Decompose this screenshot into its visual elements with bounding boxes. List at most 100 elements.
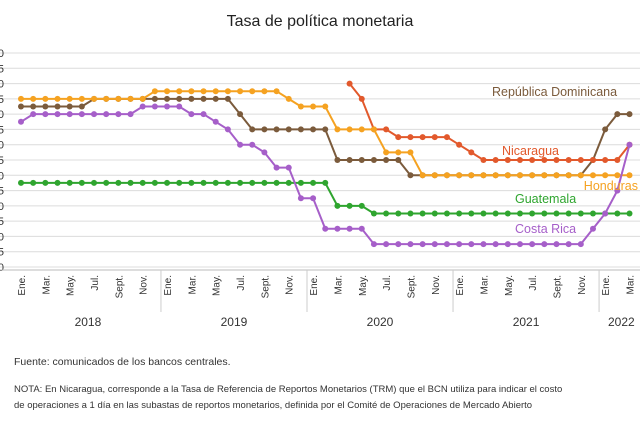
x-tick-label: Jul. — [382, 275, 393, 291]
x-tick-label: Nov. — [285, 275, 296, 295]
note: NOTA: En Nicaragua, corresponde a la Tas… — [14, 384, 562, 395]
point — [285, 95, 292, 102]
point — [261, 126, 268, 133]
point — [91, 111, 98, 118]
point — [589, 225, 596, 232]
point — [370, 157, 377, 163]
point — [212, 95, 219, 102]
point — [346, 126, 353, 133]
point — [273, 88, 280, 95]
point — [602, 210, 609, 217]
point — [334, 202, 341, 209]
point — [54, 111, 61, 118]
point — [78, 111, 85, 118]
point — [139, 179, 146, 186]
point — [346, 202, 353, 209]
point — [504, 210, 511, 217]
point — [176, 103, 183, 110]
point — [504, 241, 511, 248]
point — [212, 179, 219, 186]
x-tick-label: Nov. — [139, 275, 150, 295]
point — [614, 210, 621, 217]
series-label: República Dominicana — [492, 85, 617, 99]
point — [395, 149, 402, 156]
point — [358, 202, 365, 209]
series-label: Guatemala — [515, 192, 576, 206]
point — [541, 241, 548, 248]
point — [419, 241, 426, 248]
point — [529, 210, 536, 217]
point — [553, 210, 560, 217]
point — [91, 95, 98, 102]
year-label: 2018 — [75, 315, 102, 329]
series-label: Honduras — [584, 179, 638, 193]
point — [176, 179, 183, 186]
x-tick-label: Ene. — [455, 275, 466, 296]
point — [273, 126, 280, 133]
point — [492, 210, 499, 217]
point — [553, 241, 560, 248]
x-tick-label: Sept. — [114, 275, 125, 298]
x-tick-label: Sept. — [406, 275, 417, 298]
point — [419, 134, 426, 141]
y-tick-label: 7.0 — [0, 48, 4, 60]
point — [443, 210, 450, 217]
point — [322, 179, 329, 186]
point — [91, 179, 98, 186]
series-line — [21, 97, 630, 177]
point — [395, 134, 402, 141]
point — [407, 241, 414, 248]
point — [541, 210, 548, 217]
point — [395, 210, 402, 217]
y-tick-label: 1.0 — [0, 231, 4, 243]
point — [188, 111, 195, 118]
point — [456, 241, 463, 248]
point — [407, 210, 414, 217]
point — [492, 157, 499, 163]
point — [164, 95, 171, 102]
point — [589, 157, 596, 163]
x-tick-label: Mar. — [626, 275, 637, 294]
point — [456, 172, 463, 179]
point — [285, 179, 292, 186]
y-tick-label: 3.0 — [0, 170, 4, 182]
x-tick-label: May. — [504, 275, 515, 296]
point — [78, 95, 85, 102]
point — [492, 172, 499, 179]
point — [370, 126, 377, 133]
point — [78, 179, 85, 186]
point — [346, 80, 353, 87]
point — [30, 103, 37, 110]
point — [443, 172, 450, 179]
point — [30, 95, 37, 102]
x-tick-label: Nov. — [431, 275, 442, 295]
point — [18, 95, 24, 102]
point — [18, 179, 24, 186]
point — [103, 95, 110, 102]
point — [516, 210, 523, 217]
y-tick-label: 2.0 — [0, 201, 4, 213]
point — [395, 157, 402, 163]
point — [42, 179, 49, 186]
point — [431, 241, 438, 248]
x-tick-label: Mar. — [333, 275, 344, 294]
point — [176, 88, 183, 95]
point — [626, 172, 633, 179]
point — [516, 157, 523, 163]
x-tick-label: Ene. — [163, 275, 174, 296]
point — [78, 103, 85, 110]
point — [516, 172, 523, 179]
y-tick-label: 0.0 — [0, 262, 4, 274]
point — [468, 149, 475, 156]
x-tick-label: May. — [212, 275, 223, 296]
point — [164, 103, 171, 110]
point — [224, 126, 231, 133]
point — [322, 126, 329, 133]
series-label: Nicaragua — [502, 144, 559, 158]
year-label: 2020 — [367, 315, 394, 329]
point — [151, 103, 158, 110]
point — [200, 111, 207, 118]
point — [407, 172, 414, 179]
point — [261, 88, 268, 95]
